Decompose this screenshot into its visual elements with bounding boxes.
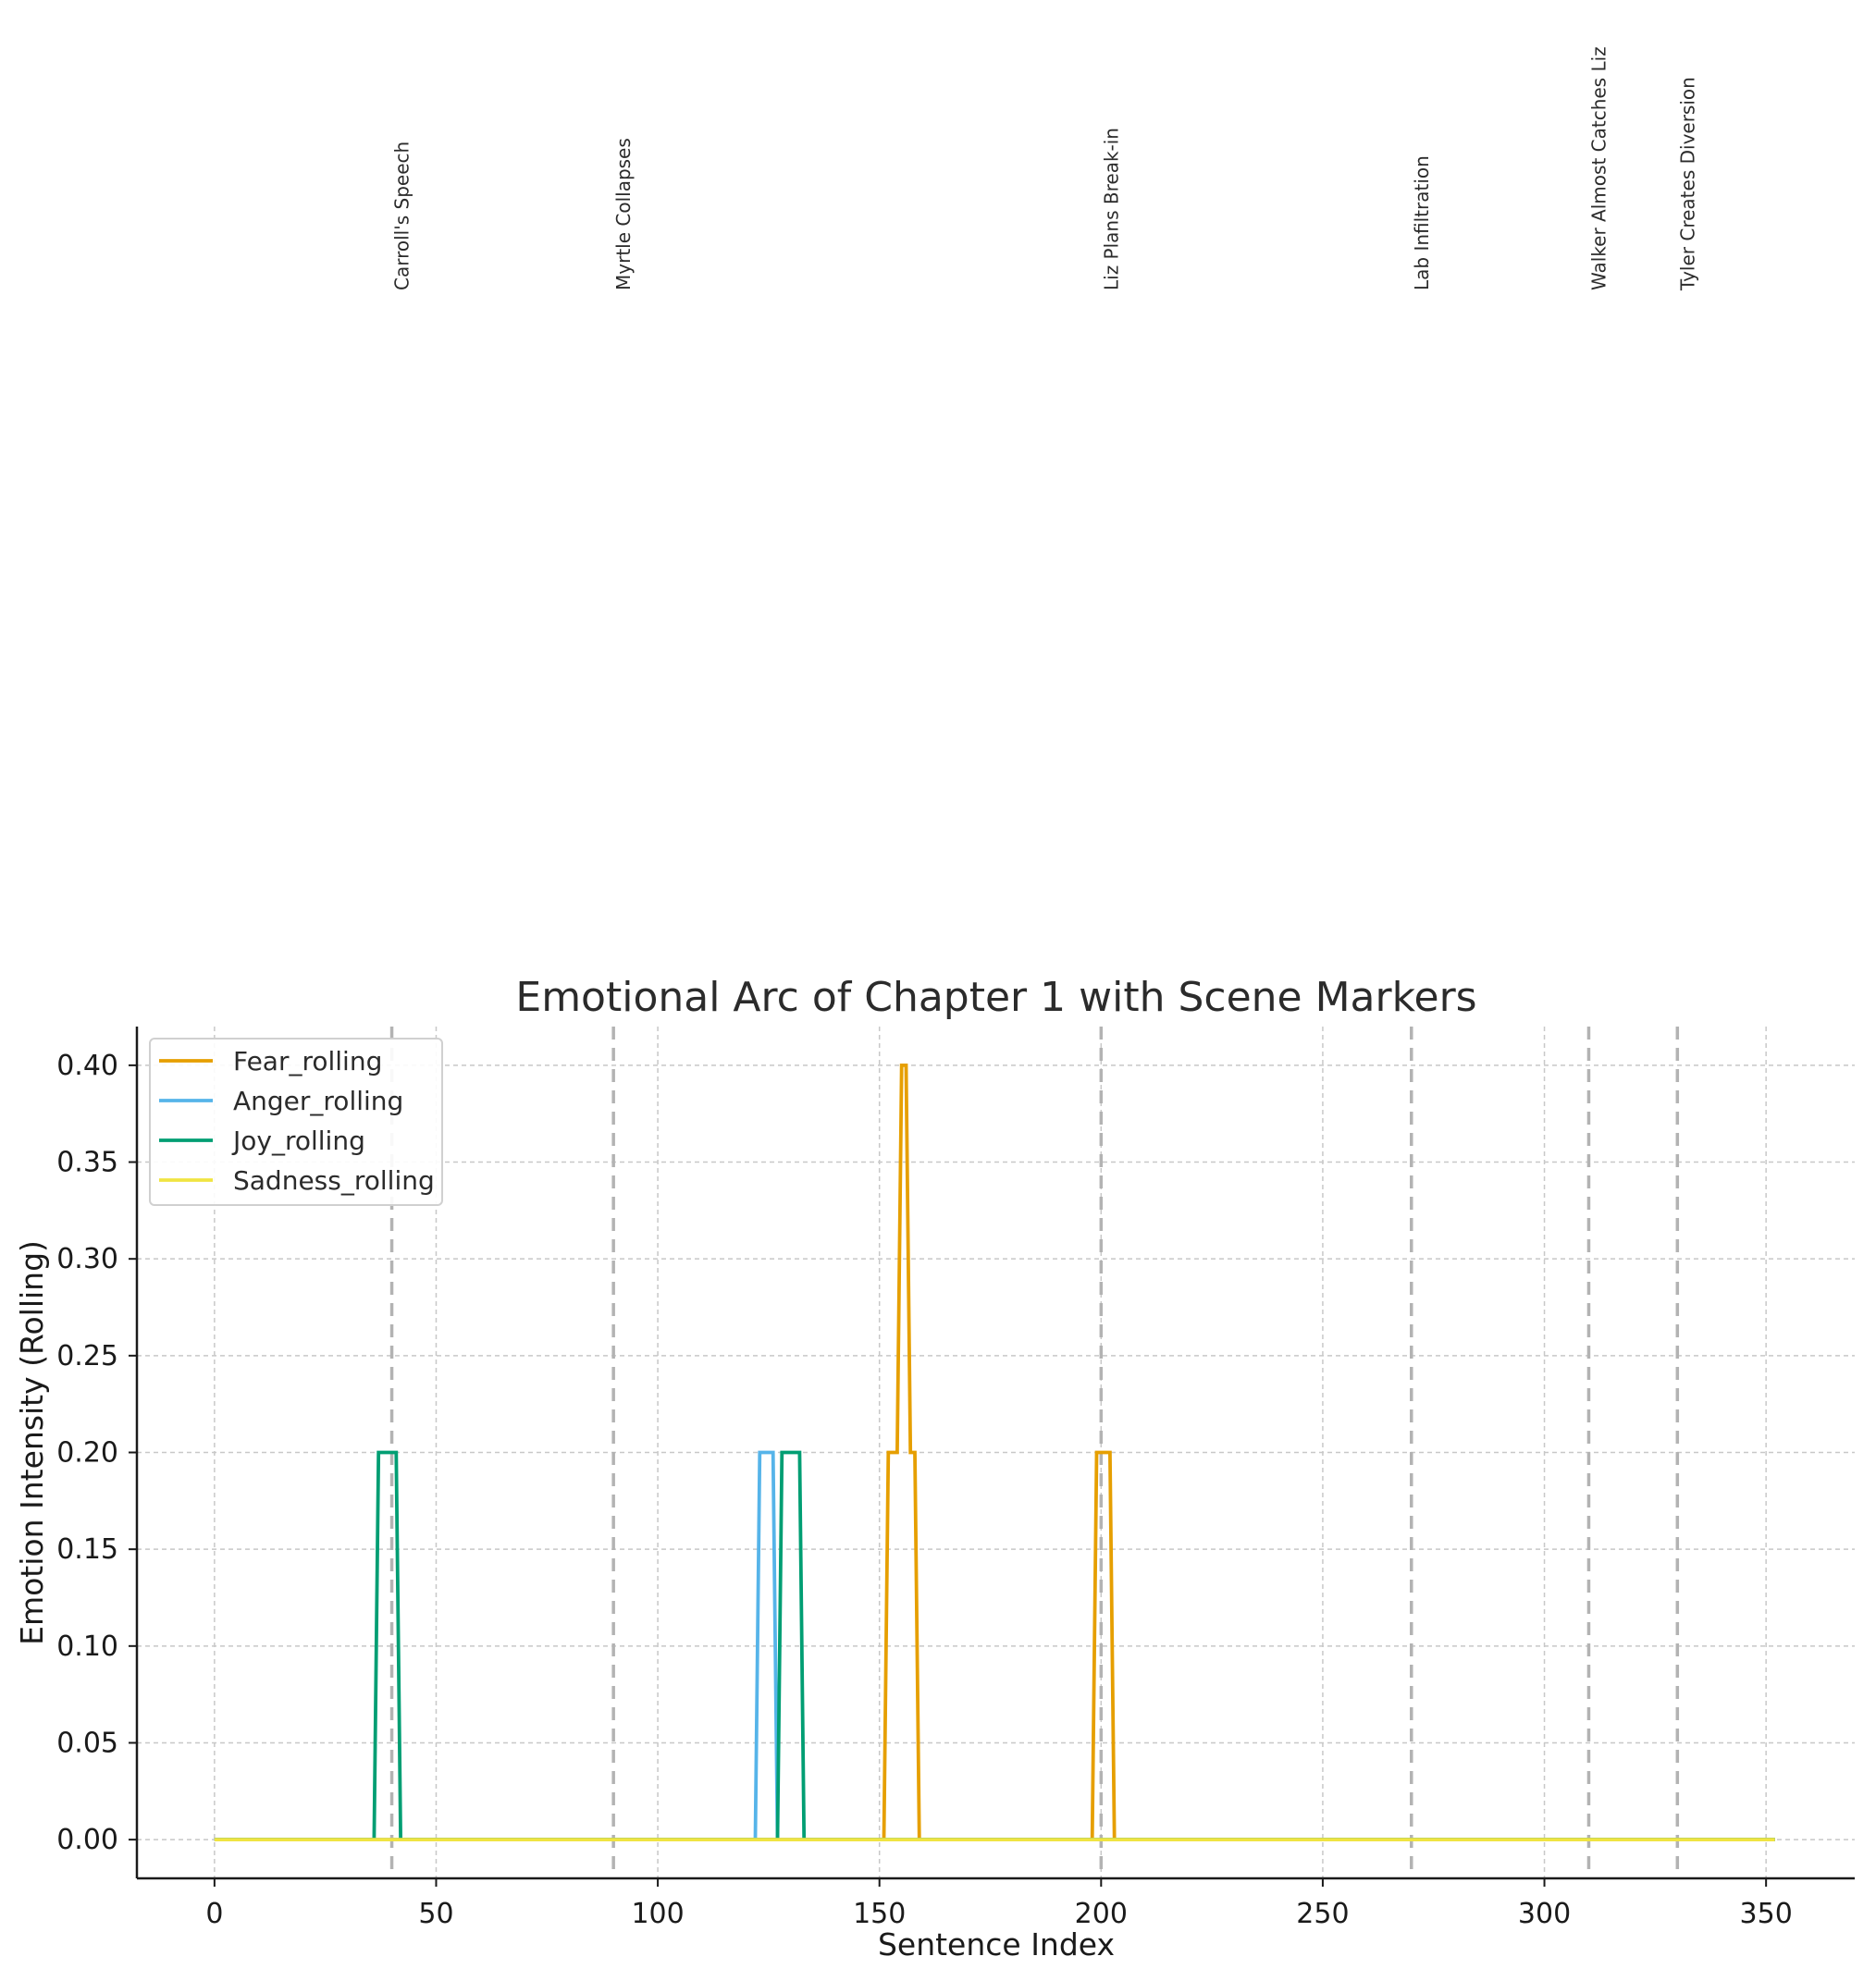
y-tick-label: 0.20 bbox=[56, 1437, 118, 1470]
scene-marker-label: Lab Infiltration bbox=[1411, 155, 1433, 290]
y-tick-label: 0.30 bbox=[56, 1243, 118, 1275]
legend-label: Anger_rolling bbox=[233, 1086, 403, 1116]
y-tick-label: 0.05 bbox=[56, 1727, 118, 1759]
x-axis-title: Sentence Index bbox=[878, 1926, 1115, 1963]
legend-box bbox=[149, 1038, 443, 1206]
scene-marker-label: Carroll's Speech bbox=[391, 142, 413, 290]
legend-label: Fear_rolling bbox=[233, 1046, 382, 1077]
legend: Fear_rolling Anger_rolling Joy_rolling Sadn… bbox=[149, 1038, 443, 1206]
y-tick-label: 0.00 bbox=[56, 1824, 118, 1856]
scene-marker-label: Walker Almost Catches Liz bbox=[1587, 46, 1610, 290]
x-tick-label: 300 bbox=[1518, 1898, 1571, 1930]
legend-label: Joy_rolling bbox=[231, 1126, 365, 1156]
axes: 0 50 100 150 200 250 300 350 0.00 0.05 0.10 0.15 0.2… bbox=[56, 1027, 1855, 1930]
y-tick-label: 0.15 bbox=[56, 1533, 118, 1566]
scene-markers: Carroll's Speech Myrtle Collapses Liz Plan… bbox=[389, 46, 1698, 1878]
x-tick-label: 0 bbox=[205, 1898, 223, 1930]
x-tick-label: 350 bbox=[1740, 1898, 1793, 1930]
x-tick-label: 100 bbox=[631, 1898, 684, 1930]
y-tick-label: 0.35 bbox=[56, 1147, 118, 1179]
x-tick-label: 250 bbox=[1296, 1898, 1349, 1930]
scene-marker-label: Myrtle Collapses bbox=[612, 138, 635, 290]
y-tick-label: 0.40 bbox=[56, 1050, 118, 1082]
scene-marker-label: Tyler Creates Diversion bbox=[1676, 77, 1698, 291]
chart-title: Emotional Arc of Chapter 1 with Scene Ma… bbox=[515, 974, 1476, 1021]
x-tick-label: 150 bbox=[853, 1898, 906, 1930]
series-lines bbox=[214, 1064, 1775, 1841]
y-tick-label: 0.10 bbox=[56, 1630, 118, 1663]
x-tick-label: 50 bbox=[418, 1898, 453, 1930]
series-line-fear-rolling bbox=[214, 1064, 1775, 1841]
scene-marker-label: Liz Plans Break-in bbox=[1100, 128, 1122, 290]
y-tick-label: 0.25 bbox=[56, 1340, 118, 1372]
legend-label: Sadness_rolling bbox=[233, 1165, 435, 1196]
x-tick-label: 200 bbox=[1075, 1898, 1128, 1930]
y-axis-title: Emotion Intensity (Rolling) bbox=[14, 1240, 50, 1645]
